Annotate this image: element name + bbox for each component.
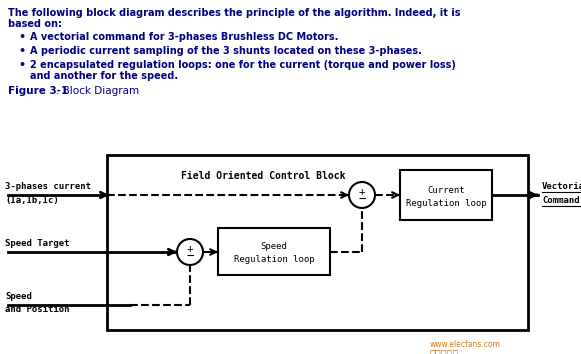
Text: 电子发烧友: 电子发烧友 (430, 348, 460, 354)
Text: Speed: Speed (5, 292, 32, 301)
Text: −: − (187, 250, 193, 263)
Text: and another for the speed.: and another for the speed. (30, 71, 178, 81)
Text: Speed: Speed (260, 242, 288, 251)
Text: Command: Command (542, 196, 580, 205)
Text: •: • (18, 32, 25, 42)
Text: www.elecfans.com: www.elecfans.com (430, 340, 501, 349)
Bar (218, 228, 330, 275)
Text: +: + (358, 187, 365, 197)
Text: Figure 3-1: Figure 3-1 (8, 86, 68, 96)
Text: and Position: and Position (5, 305, 70, 314)
Text: −: − (358, 193, 366, 206)
Text: 3-phases current: 3-phases current (5, 182, 91, 191)
Text: Speed Target: Speed Target (5, 239, 70, 248)
Text: A periodic current sampling of the 3 shunts located on these 3-phases.: A periodic current sampling of the 3 shu… (30, 46, 422, 56)
Bar (107, 155, 528, 330)
Text: +: + (187, 244, 193, 254)
Text: •: • (18, 46, 25, 56)
Text: The following block diagram describes the principle of the algorithm. Indeed, it: The following block diagram describes th… (8, 8, 461, 18)
Bar (400, 170, 492, 220)
Text: A vectorial command for 3-phases Brushless DC Motors.: A vectorial command for 3-phases Brushle… (30, 32, 338, 42)
Text: Regulation loop: Regulation loop (234, 255, 314, 264)
Text: Regulation loop: Regulation loop (406, 199, 486, 208)
Text: Current: Current (427, 186, 465, 195)
Text: •: • (18, 60, 25, 70)
Text: 2 encapsulated regulation loops: one for the current (torque and power loss): 2 encapsulated regulation loops: one for… (30, 60, 456, 70)
Text: Field Oriented Control Block: Field Oriented Control Block (181, 171, 345, 181)
Circle shape (177, 239, 203, 265)
Circle shape (349, 182, 375, 208)
Text: Vectorial: Vectorial (542, 182, 581, 191)
Text: based on:: based on: (8, 19, 62, 29)
Text: (Ia,Ib,Ic): (Ia,Ib,Ic) (5, 196, 59, 205)
Text: . Block Diagram: . Block Diagram (56, 86, 139, 96)
